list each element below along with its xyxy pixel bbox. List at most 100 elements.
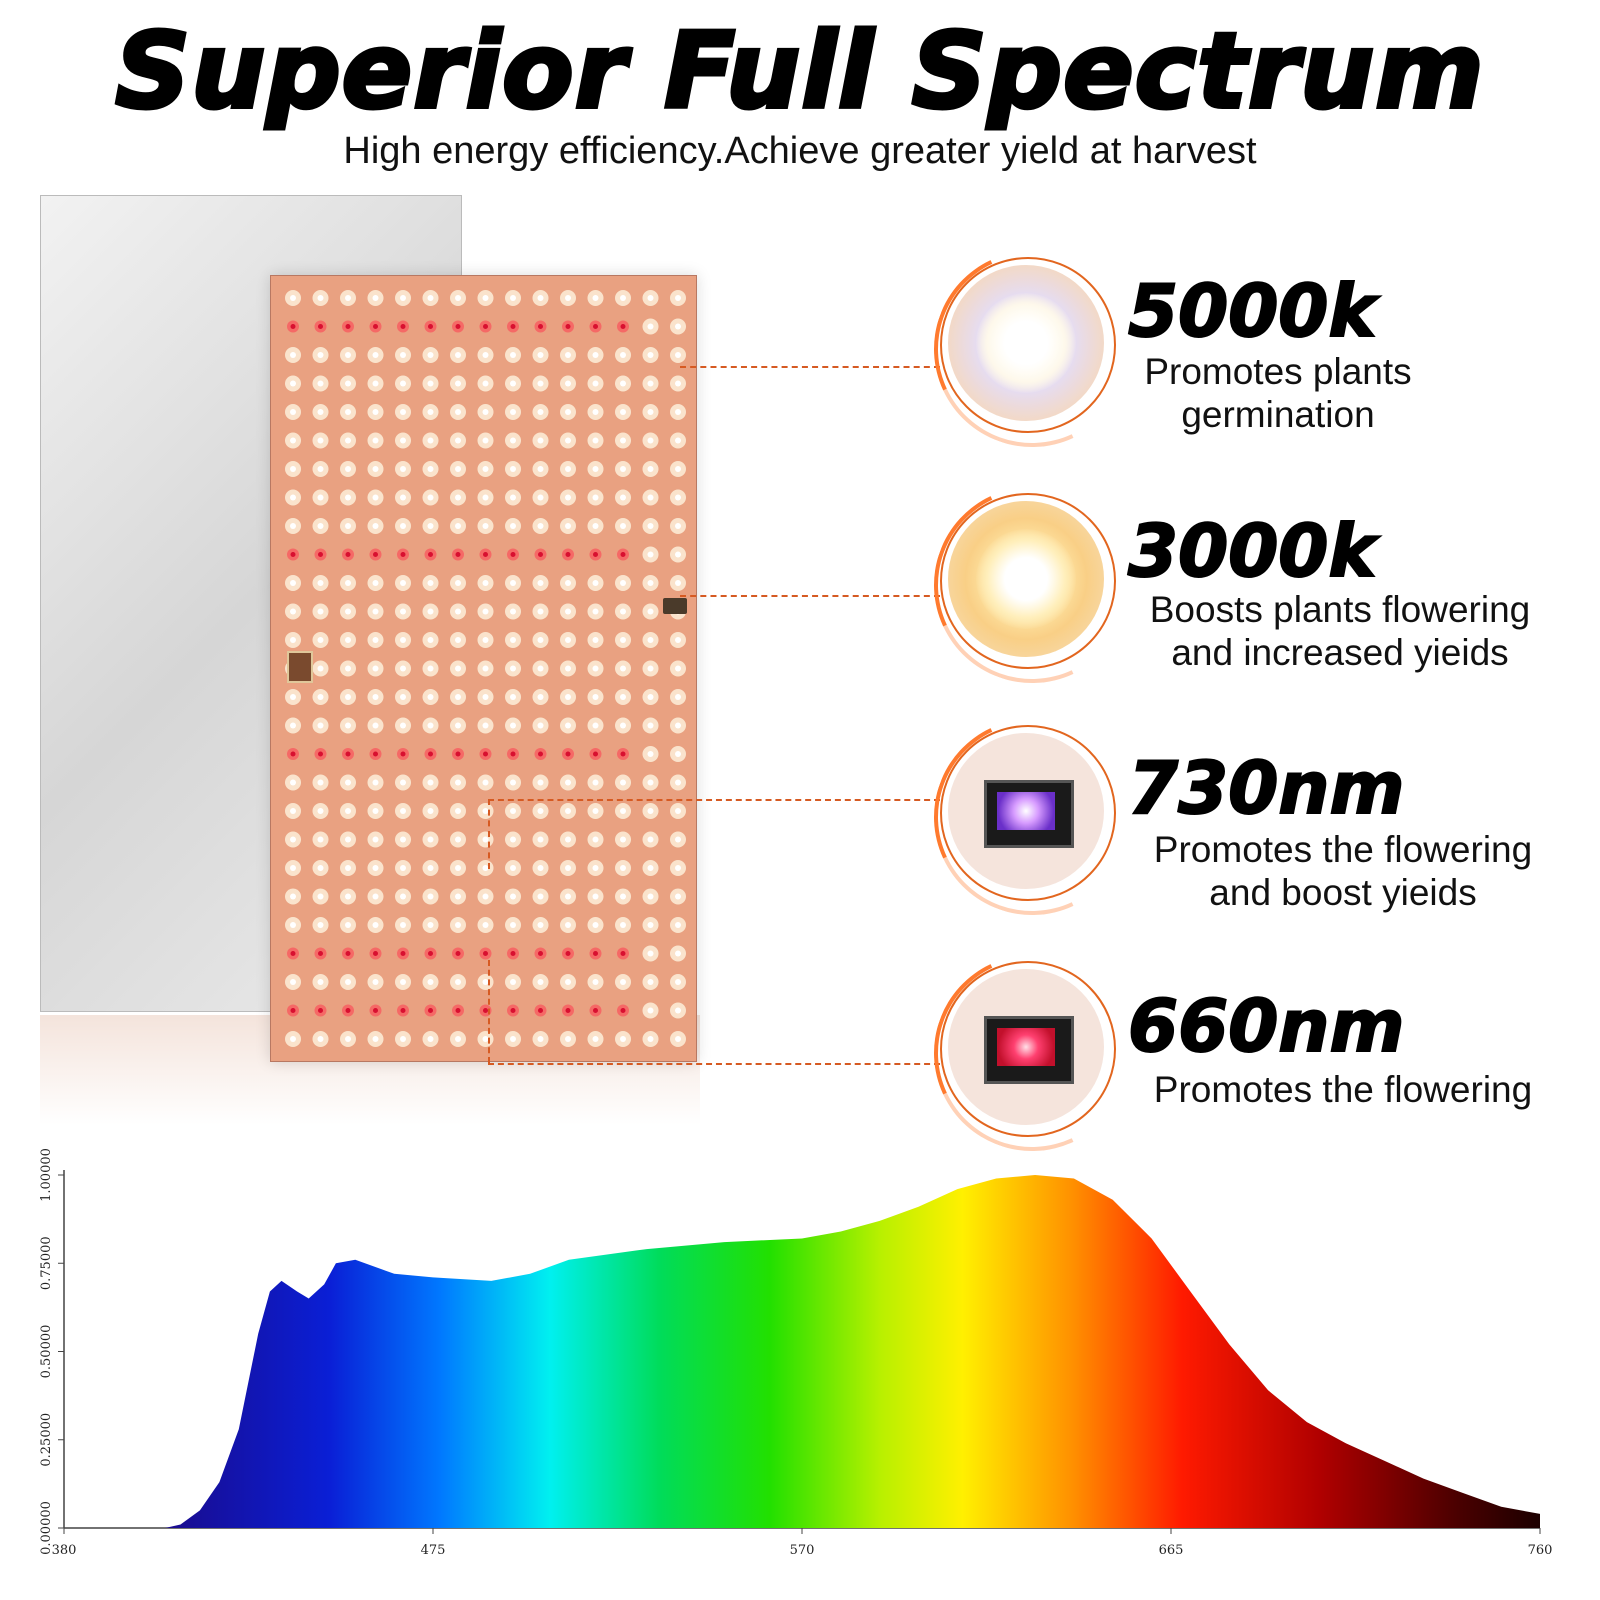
white-led-core [482,608,489,615]
red-led-core [565,751,571,757]
page-title: Superior Full Spectrum [113,10,1485,132]
red-led-core [538,751,543,757]
white-led-core [345,722,351,729]
y-tick-label: 0.00000 [39,1501,54,1555]
white-led-core [345,979,351,985]
white-led-core [400,295,406,301]
white-led-core [565,466,571,472]
white-led-core [455,380,461,387]
white-led-core [400,922,406,928]
white-led-core [537,722,544,729]
white-led-core [400,779,406,786]
white-led-core [620,580,626,586]
white-led-core [482,466,489,472]
white-led-core [592,466,599,472]
white-led-core [482,665,489,672]
red-led-core [400,552,406,557]
white-led-core [317,608,324,615]
far-red-led-icon [906,691,1158,943]
white-led-core [372,295,379,301]
white-led-core [592,808,599,814]
white-led-core [400,865,406,871]
white-led-core [400,637,406,643]
white-led-core [427,608,434,615]
white-led-core [427,437,434,444]
red-led-core [428,1008,433,1013]
leader-line-730nm [488,799,940,801]
x-tick-label: 665 [1159,1543,1184,1558]
white-led-core [620,779,626,786]
white-led-core [647,751,654,757]
white-led-core [620,836,626,843]
white-led-core [455,523,461,529]
white-led-core [620,352,626,358]
white-led-core [317,523,324,529]
white-led-core [592,1036,599,1042]
white-led-core [675,352,681,358]
spec-desc-3000k-line1: Boosts plants flowering [1149,589,1531,630]
white-led-core [565,295,571,301]
white-led-core [647,722,654,729]
white-led-core [317,494,324,501]
white-led-core [427,722,434,729]
white-led-core [400,352,406,358]
white-led-core [455,295,461,301]
white-led-core [675,893,681,900]
white-led-core [427,352,434,358]
white-led-core [510,580,516,586]
white-led-core [620,865,626,871]
white-led-core [510,1036,516,1042]
white-led-core [647,295,654,301]
white-led-core [565,836,571,843]
white-led-core [455,779,461,786]
white-led-core [427,295,434,301]
red-led-core [373,1008,378,1013]
white-led-core [537,494,544,501]
red-led-core [345,751,351,757]
white-led-core [317,979,324,985]
red-led-core [455,951,461,956]
white-led-core [537,779,544,786]
red-led-core [593,751,598,757]
white-led-core [317,808,324,814]
white-led-core [675,1007,681,1014]
white-led-core [482,494,489,501]
power-connector [663,598,687,614]
white-led-core [647,551,654,558]
white-led-core [620,722,626,729]
white-led-core [537,922,544,928]
red-led-core [400,751,406,757]
white-led-core [510,808,516,814]
red-led-core [620,552,626,557]
white-led-core [565,580,571,586]
white-led-core [455,437,461,444]
white-led-core [482,409,489,415]
white-led-core [510,295,516,301]
red-led-core [593,324,598,329]
white-led-core [427,808,434,814]
white-led-core [565,523,571,529]
white-led-core [620,1036,626,1042]
driver-chip [287,651,313,683]
white-led-core [537,580,544,586]
white-led-core [482,893,489,900]
white-led-core [592,580,599,586]
white-led-core [565,494,571,501]
white-led-core [345,865,351,871]
white-led-core [592,295,599,301]
white-led-core [290,352,296,358]
white-led-core [647,779,654,786]
white-led-core [620,979,626,985]
white-led-core [372,352,379,358]
white-led-core [400,409,406,415]
white-led-core [290,779,296,786]
white-led-core [675,494,681,501]
page-subtitle: High energy efficiency.Achieve greater y… [343,130,1257,172]
white-led-core [620,437,626,444]
red-led-core [318,951,323,956]
red-led-core [428,324,433,329]
white-led-core [400,523,406,529]
white-led-core [345,466,351,472]
white-led-core [345,580,351,586]
white-led-core [510,722,516,729]
